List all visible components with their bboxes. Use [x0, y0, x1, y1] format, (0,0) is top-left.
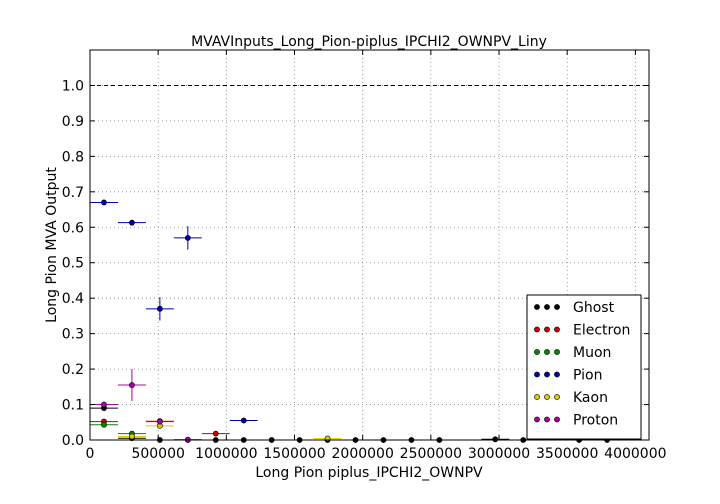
data-point: [156, 305, 163, 312]
y-tick-label: 0.3: [62, 327, 84, 343]
data-point: [156, 418, 163, 425]
series-kaon: [117, 422, 342, 442]
data-point: [129, 433, 135, 440]
y-tick-label: 0.8: [62, 149, 84, 165]
x-tick-label: 2000000: [332, 446, 394, 462]
y-tick-label: 0.2: [62, 362, 84, 378]
data-point: [492, 436, 499, 443]
x-tick-label: 3000000: [468, 446, 530, 462]
grid-lines: [90, 50, 649, 440]
legend: Ghost Electron Muon Pion Kaon Proton: [526, 294, 642, 440]
legend-marker: [534, 326, 540, 333]
legend-label: Ghost: [573, 300, 615, 316]
x-tick-label: 500000: [131, 446, 184, 462]
data-point: [101, 199, 107, 206]
series-pion: [90, 199, 258, 424]
x-tick-label: 1000000: [195, 446, 257, 462]
x-tick-labels: 0 500000 1000000 1500000 2000000 2500000 30000…: [86, 446, 667, 462]
legend-marker: [544, 416, 550, 423]
y-axis-label: Long Pion MVA Output: [44, 167, 60, 323]
legend-marker: [534, 349, 540, 355]
x-axis-label: Long Pion piplus_IPCHI2_OWNPV: [255, 465, 483, 481]
legend-marker: [544, 371, 550, 378]
data-point: [240, 417, 247, 424]
legend-marker: [554, 394, 560, 400]
legend-marker: [544, 394, 550, 400]
data-point: [129, 219, 135, 226]
legend-marker: [534, 304, 540, 310]
legend-marker: [534, 416, 540, 423]
series-layer: [90, 199, 610, 443]
data-point: [101, 401, 107, 408]
legend-label: Proton: [573, 413, 618, 429]
legend-marker: [534, 394, 540, 400]
legend-label: Electron: [573, 323, 630, 339]
x-tick-label: 4000000: [604, 446, 666, 462]
legend-label: Muon: [573, 345, 611, 361]
plot-frame: [89, 49, 650, 441]
legend-marker: [544, 304, 550, 310]
x-tick-label: 1500000: [263, 446, 325, 462]
y-tick-label: 0.9: [62, 114, 84, 130]
legend-label: Pion: [573, 368, 602, 384]
data-point: [129, 382, 135, 388]
y-tick-label: 0.4: [62, 291, 84, 307]
legend-marker: [534, 371, 540, 378]
x-tick-label: 2500000: [400, 446, 462, 462]
legend-marker: [544, 349, 550, 355]
y-tick-label: 0.5: [62, 256, 84, 272]
y-tick-label: 0.1: [62, 398, 84, 414]
legend-marker: [554, 416, 560, 423]
legend-marker: [554, 304, 560, 310]
x-tick-label: 0: [86, 446, 95, 462]
legend-label: Kaon: [573, 390, 608, 406]
legend-marker: [554, 326, 560, 333]
y-tick-labels: 0.0 0.1 0.2 0.3 0.4 0.5 0.6 0.7 0.8 0.9 1.0: [62, 78, 84, 449]
legend-box: [526, 294, 642, 440]
axis-ticks: [89, 50, 649, 441]
y-tick-label: 0.7: [62, 185, 84, 201]
legend-marker: [554, 349, 560, 355]
legend-marker: [554, 371, 560, 378]
legend-marker: [544, 326, 550, 333]
data-point: [101, 421, 107, 428]
y-tick-label: 0.0: [62, 433, 84, 449]
data-point: [212, 430, 219, 437]
x-tick-label: 3500000: [536, 446, 598, 462]
y-tick-label: 0.6: [62, 220, 84, 236]
data-point: [184, 235, 191, 241]
chart-title: MVAVInputs_Long_Pion-piplus_IPCHI2_OWNPV…: [191, 34, 547, 50]
y-tick-label: 1.0: [62, 78, 84, 94]
